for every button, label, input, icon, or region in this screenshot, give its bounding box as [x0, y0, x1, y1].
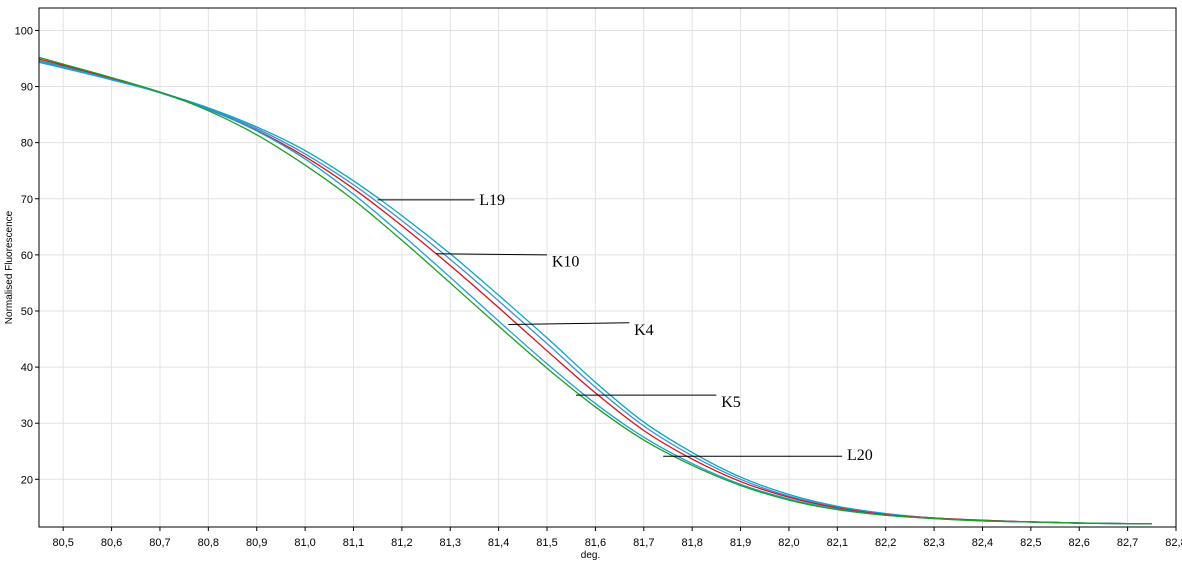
y-tick-label: 100 [15, 25, 33, 37]
series-group [38, 56, 1152, 525]
y-tick-label: 20 [21, 474, 33, 486]
x-tick-label: 81,4 [488, 537, 509, 549]
x-tick-label: 82,3 [923, 537, 944, 549]
x-tick-label: 80,8 [198, 537, 219, 549]
x-tick-label: 81,1 [343, 537, 364, 549]
y-tick-label: 50 [21, 306, 33, 318]
x-tick-label: 82,7 [1117, 537, 1138, 549]
x-tick-label: 80,7 [149, 537, 170, 549]
series-line [38, 56, 1152, 525]
x-tick-label: 82,4 [972, 537, 993, 549]
annotation-label: K5 [721, 394, 741, 411]
x-tick-label: 81,0 [294, 537, 315, 549]
x-tick-label: 82,2 [875, 537, 896, 549]
annotation-leader-line [508, 322, 630, 325]
annotation-label: L20 [847, 447, 873, 464]
x-tick-label: 80,5 [52, 537, 73, 549]
annotation-label: K10 [552, 253, 580, 270]
y-axis-ticks: 20 30 40 50 60 70 80 90 100 [15, 25, 39, 486]
x-tick-label: 81,6 [585, 537, 606, 549]
x-axis-title: deg. [581, 550, 600, 561]
x-tick-label: 82,6 [1069, 537, 1090, 549]
annotation-label: K4 [634, 322, 654, 339]
y-tick-label: 90 [21, 82, 33, 94]
x-axis-ticks: 80,5 80,6 80,7 80,8 80,9 81,0 81,1 81,2 81,3 81,4… [52, 527, 1182, 549]
x-tick-label: 80,9 [246, 537, 267, 549]
plot-frame [38, 7, 1177, 528]
x-tick-label: 81,8 [681, 537, 702, 549]
y-tick-label: 40 [21, 362, 33, 374]
x-tick-label: 81,9 [730, 537, 751, 549]
annotation-label: L19 [479, 192, 505, 209]
x-tick-label: 82,0 [778, 537, 799, 549]
x-tick-label: 80,6 [101, 537, 122, 549]
x-tick-label: 82,1 [827, 537, 848, 549]
y-tick-label: 60 [21, 250, 33, 262]
x-tick-label: 81,3 [440, 537, 461, 549]
y-axis-title: Normalised Fluorescence [4, 210, 15, 324]
x-tick-label: 82,5 [1020, 537, 1041, 549]
y-tick-label: 70 [21, 194, 33, 206]
x-tick-label: 81,2 [391, 537, 412, 549]
x-tick-label: 82,8 [1165, 537, 1182, 549]
annotation-leader-line [435, 253, 548, 256]
y-tick-label: 80 [21, 138, 33, 150]
annotations: L19 K10 K4 K5 L20 [377, 192, 873, 464]
x-tick-label: 81,7 [633, 537, 654, 549]
x-tick-label: 81,5 [536, 537, 557, 549]
grid [39, 8, 1177, 527]
y-tick-label: 30 [21, 418, 33, 430]
